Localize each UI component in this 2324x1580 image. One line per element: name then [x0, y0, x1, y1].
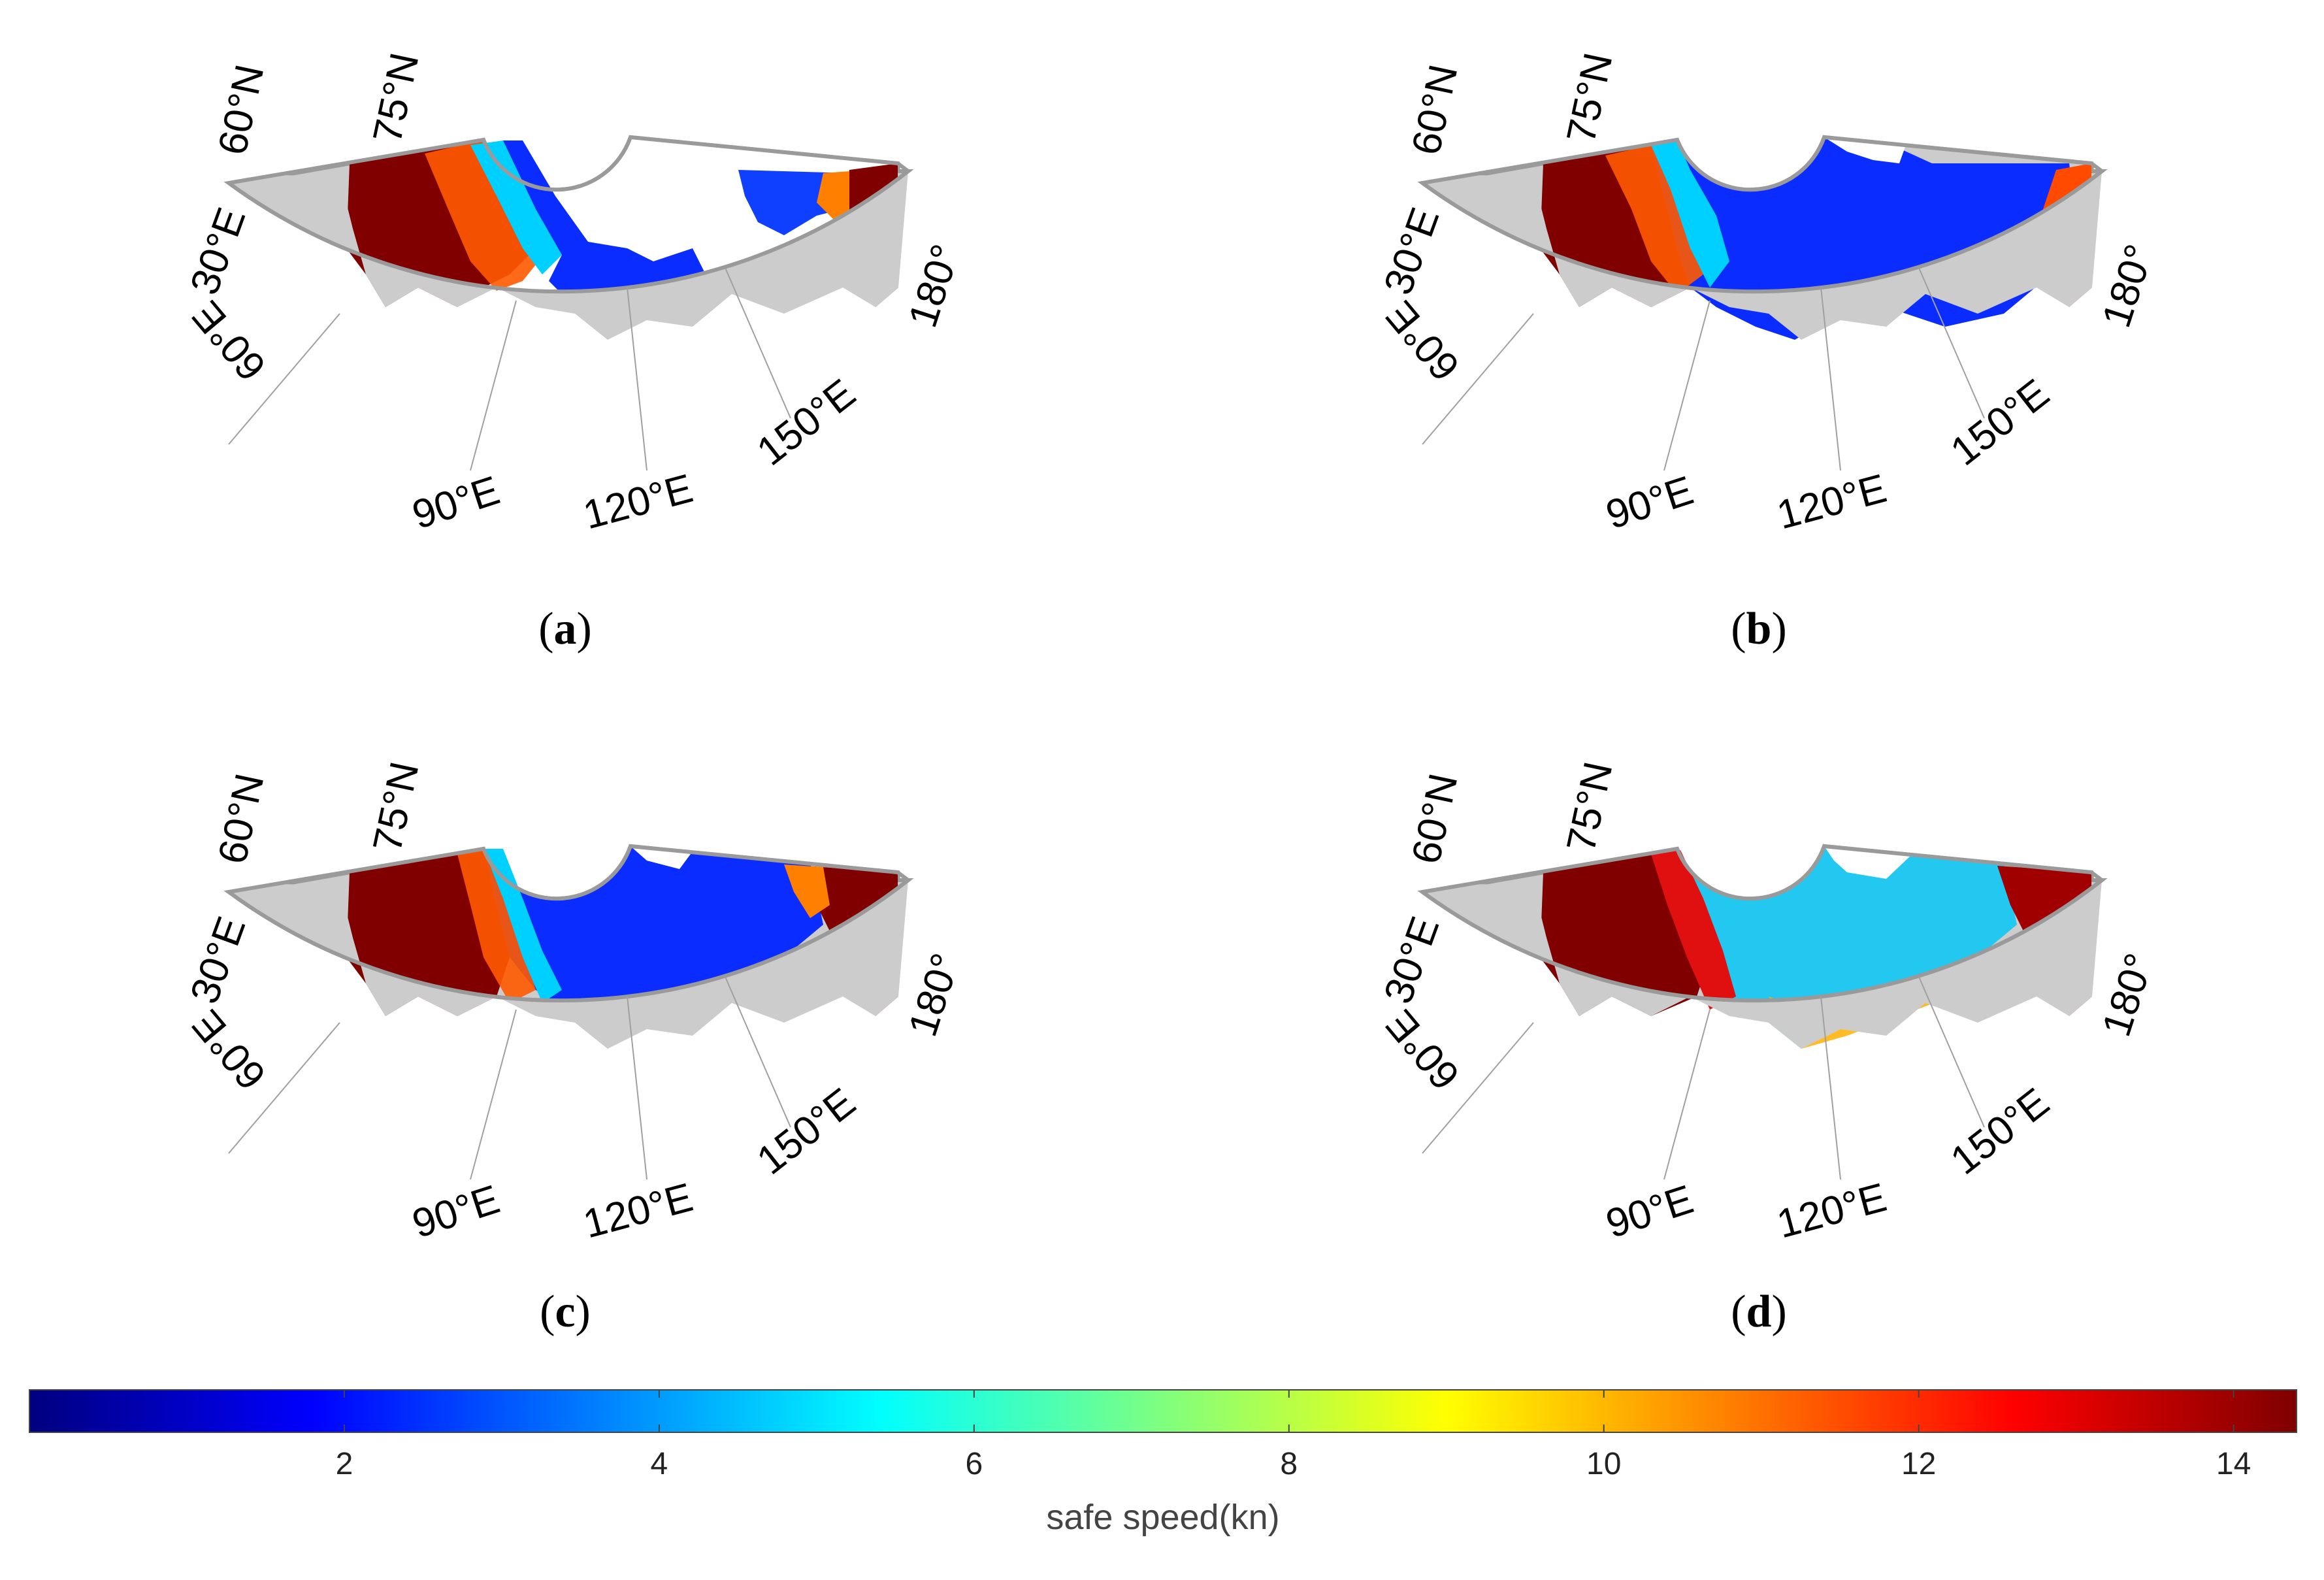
- meridian-90e: [1663, 300, 1710, 471]
- ice-transition-band: [425, 140, 549, 291]
- meridian-120e: [1820, 287, 1841, 471]
- ice-covered-light: [1677, 846, 2017, 1049]
- lon-label-120e: 120°E: [579, 1175, 698, 1247]
- map-panel-d: 60°N 75°N 30°E 60°E 90°E 120°E 150°E 180…: [1375, 758, 2163, 1337]
- lon-label-180: 180°: [2094, 948, 2163, 1042]
- land-overlay: [1422, 880, 2102, 1049]
- lon-label-30e: 30°E: [182, 202, 254, 301]
- map-panel-a: 60°N 75°N 30°E 60°E 90°E 120°E 150°E 180…: [182, 49, 969, 654]
- lon-label-150e: 150°E: [749, 1079, 864, 1183]
- lon-label-60e: 60°E: [184, 292, 275, 389]
- meridian-60e: [1422, 313, 1534, 445]
- map-body: [1417, 844, 2108, 1180]
- map-body: [223, 844, 914, 1180]
- frame-outline: [1417, 844, 2105, 1003]
- ice-transition-cyan: [1651, 140, 1729, 288]
- colorbar-gradient: [29, 1389, 2297, 1433]
- lon-label-60e: 60°E: [184, 1001, 275, 1098]
- lat-label-75n: 75°N: [365, 758, 427, 856]
- colorbar-tick-label: 2: [336, 1447, 353, 1481]
- frame-outline: [223, 844, 911, 1003]
- meridian-60e: [228, 1022, 340, 1154]
- ice-transition-band: [457, 849, 536, 1003]
- meridian-150e: [1918, 267, 1985, 419]
- ice-east-edge: [784, 864, 830, 918]
- map-panel-b: 60°N 75°N 30°E 60°E 90°E 120°E 150°E 180…: [1375, 49, 2163, 654]
- meridian-60e: [1422, 1022, 1534, 1154]
- ice-covered-blue: [483, 846, 823, 1036]
- meridian-120e: [627, 287, 647, 471]
- colorbar-title: safe speed(kn): [1046, 1498, 1279, 1537]
- ice-covered-blue: [503, 140, 706, 320]
- colorbar-tick-label: 10: [1586, 1447, 1621, 1481]
- lat-label-75n: 75°N: [1558, 49, 1621, 147]
- panel-caption: (d): [1731, 1287, 1787, 1337]
- colorbar-tick-label: 8: [1280, 1447, 1298, 1481]
- lon-label-90e: 90°E: [407, 468, 505, 538]
- map-panel-c: 60°N 75°N 30°E 60°E 90°E 120°E 150°E 180…: [182, 758, 969, 1337]
- frame-outline: [1417, 135, 2105, 294]
- lon-label-120e: 120°E: [1773, 1175, 1891, 1247]
- ice-transition-cyan: [470, 140, 562, 274]
- lon-label-120e: 120°E: [579, 466, 698, 538]
- graticule: [228, 976, 791, 1180]
- lon-label-90e: 90°E: [1601, 1177, 1699, 1247]
- ice-east-edge: [817, 171, 849, 222]
- lat-label-60n: 60°N: [1403, 770, 1466, 868]
- graticule: [1422, 267, 1985, 471]
- lon-label-150e: 150°E: [1942, 370, 2057, 474]
- lon-label-30e: 30°E: [1375, 911, 1448, 1010]
- lat-label-60n: 60°N: [210, 770, 272, 868]
- graticule: [1422, 976, 1985, 1180]
- lon-label-150e: 150°E: [1942, 1079, 2057, 1183]
- meridian-150e: [725, 267, 791, 419]
- lon-label-180: 180°: [900, 948, 969, 1042]
- frame-outline: [223, 135, 911, 294]
- colorbar-tick-label: 14: [2216, 1447, 2251, 1481]
- meridian-90e: [470, 1009, 517, 1180]
- land-overlay: [229, 880, 908, 1049]
- land-overlay: [1422, 171, 2102, 340]
- land-overlay: [229, 171, 908, 340]
- colorbar-tick-label: 6: [965, 1447, 983, 1481]
- lon-label-30e: 30°E: [182, 911, 254, 1010]
- lon-label-180: 180°: [2094, 239, 2163, 333]
- panel-caption: (a): [538, 604, 592, 654]
- meridian-150e: [725, 976, 791, 1128]
- lon-label-180: 180°: [900, 239, 969, 333]
- ice-transition-band: [1651, 850, 1736, 1010]
- lon-label-60e: 60°E: [1377, 292, 1469, 389]
- panel-caption: (c): [540, 1287, 591, 1337]
- lat-label-60n: 60°N: [1403, 61, 1466, 159]
- colorbar-tick-label: 4: [651, 1447, 668, 1481]
- ice-transition-cyan: [483, 849, 562, 1003]
- lat-label-75n: 75°N: [365, 49, 427, 147]
- lon-label-30e: 30°E: [1375, 202, 1448, 301]
- lon-label-150e: 150°E: [749, 370, 864, 474]
- lon-label-60e: 60°E: [1377, 1001, 1469, 1098]
- meridian-90e: [470, 300, 517, 471]
- meridian-120e: [627, 996, 647, 1180]
- colorbar-tick-label: 12: [1901, 1447, 1936, 1481]
- meridian-90e: [1663, 1009, 1710, 1180]
- colorbar-ticks: 2 4 6 8 10 12 14: [336, 1390, 2251, 1481]
- meridian-60e: [228, 313, 340, 445]
- lat-label-75n: 75°N: [1558, 758, 1621, 856]
- map-body: [1417, 135, 2108, 471]
- panel-caption: (b): [1731, 604, 1787, 654]
- meridian-150e: [1918, 976, 1985, 1128]
- map-body: [223, 135, 914, 471]
- lat-label-60n: 60°N: [210, 61, 272, 159]
- graticule: [228, 267, 791, 471]
- meridian-120e: [1820, 996, 1841, 1180]
- lon-label-90e: 90°E: [1601, 468, 1699, 538]
- lon-label-90e: 90°E: [407, 1177, 505, 1247]
- ice-transition-band: [1605, 145, 1703, 294]
- colorbar: 2 4 6 8 10 12 14 safe speed(kn): [29, 1389, 2297, 1537]
- lon-label-120e: 120°E: [1773, 466, 1891, 538]
